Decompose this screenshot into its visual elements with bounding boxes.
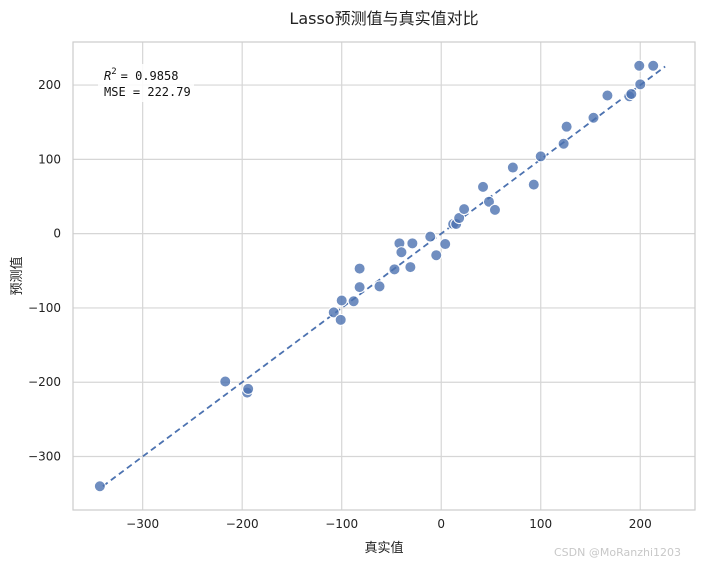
r2-value: = 0.9858 <box>121 69 179 83</box>
x-axis-label: 真实值 <box>364 540 403 556</box>
data-point <box>439 238 452 251</box>
data-point <box>388 263 401 276</box>
x-tick-label: 0 <box>437 517 445 531</box>
y-tick-labels: −300 −200 −100 0 100 200 <box>28 78 61 463</box>
data-point <box>404 261 417 274</box>
data-point <box>458 203 471 216</box>
y-tick-label: 200 <box>38 78 61 92</box>
r2-annotation: R2 = 0.9858 <box>104 67 178 83</box>
data-points <box>93 59 660 493</box>
data-point <box>395 246 408 259</box>
y-axis-label: 预测值 <box>9 256 25 295</box>
data-point <box>334 313 347 326</box>
data-point <box>534 150 547 163</box>
data-point <box>634 78 647 91</box>
data-point <box>353 281 366 294</box>
x-tick-label: 200 <box>629 517 652 531</box>
data-point <box>219 375 232 388</box>
y-tick-label: 100 <box>38 152 61 166</box>
data-point <box>488 203 501 216</box>
data-point <box>373 280 386 293</box>
data-point <box>406 237 419 250</box>
data-point <box>335 294 348 307</box>
x-tick-labels: −300 −200 −100 0 100 200 <box>126 517 652 531</box>
data-point <box>424 230 437 243</box>
chart-title: Lasso预测值与真实值对比 <box>289 9 478 28</box>
data-point <box>647 59 660 72</box>
data-point <box>327 306 340 319</box>
data-point <box>93 480 106 493</box>
data-point <box>527 178 540 191</box>
data-point <box>453 212 466 225</box>
x-tick-label: −300 <box>126 517 159 531</box>
data-point <box>353 262 366 275</box>
reference-line-group <box>102 65 666 487</box>
x-tick-label: −100 <box>325 517 358 531</box>
data-point <box>347 295 360 308</box>
data-point <box>242 382 255 395</box>
annotation-box <box>98 64 194 102</box>
data-point <box>633 59 646 72</box>
data-point <box>482 195 495 208</box>
x-tick-label: −200 <box>226 517 259 531</box>
data-point <box>587 111 600 124</box>
data-point <box>430 249 443 262</box>
mse-annotation: MSE = 222.79 <box>104 85 191 99</box>
watermark: CSDN @MoRanzhi1203 <box>554 546 681 559</box>
plot-frame <box>72 41 696 511</box>
y-tick-label: −100 <box>28 301 61 315</box>
r2-superscript: 2 <box>111 67 116 77</box>
data-point <box>560 120 573 133</box>
data-point <box>477 180 490 193</box>
y-tick-label: 0 <box>53 227 61 241</box>
r2-symbol: R <box>104 69 111 83</box>
data-point <box>601 89 614 102</box>
y-tick-label: −300 <box>28 450 61 464</box>
data-point <box>506 161 519 174</box>
data-point <box>557 137 570 150</box>
y-tick-label: −200 <box>28 375 61 389</box>
x-tick-label: 100 <box>529 517 552 531</box>
reference-line <box>102 65 666 487</box>
data-point <box>625 88 638 100</box>
